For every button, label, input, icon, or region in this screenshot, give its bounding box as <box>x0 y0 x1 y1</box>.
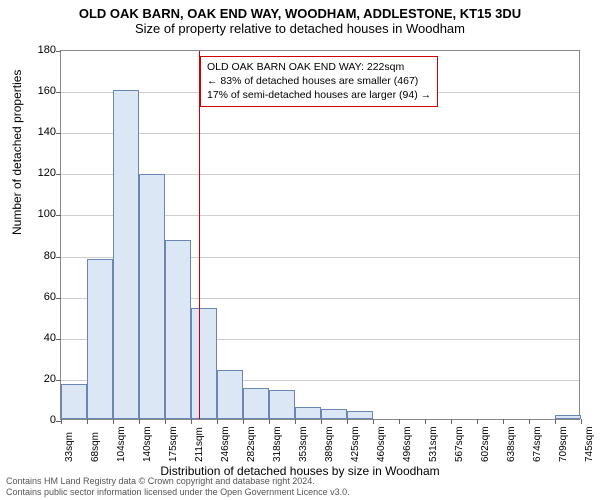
xtick-label: 496sqm <box>402 426 413 462</box>
histogram-bar <box>165 240 191 419</box>
xtick-mark <box>425 419 426 424</box>
xtick-mark <box>477 419 478 424</box>
xtick-mark <box>503 419 504 424</box>
xtick-label: 140sqm <box>142 426 153 462</box>
xtick-mark <box>581 419 582 424</box>
xtick-label: 460sqm <box>376 426 387 462</box>
footer-attribution: Contains HM Land Registry data © Crown c… <box>6 476 350 498</box>
histogram-bar <box>113 90 139 419</box>
xtick-mark <box>451 419 452 424</box>
ytick-label: 40 <box>16 332 56 344</box>
xtick-label: 674sqm <box>532 426 543 462</box>
xtick-label: 745sqm <box>584 426 595 462</box>
footer-line-1: Contains HM Land Registry data © Crown c… <box>6 476 350 487</box>
histogram-bar <box>139 174 165 419</box>
xtick-label: 104sqm <box>116 426 127 462</box>
chart-container: OLD OAK BARN, OAK END WAY, WOODHAM, ADDL… <box>0 0 600 500</box>
xtick-label: 389sqm <box>324 426 335 462</box>
xtick-mark <box>295 419 296 424</box>
xtick-label: 602sqm <box>480 426 491 462</box>
xtick-label: 425sqm <box>350 426 361 462</box>
ytick-label: 100 <box>16 208 56 220</box>
xtick-mark <box>217 419 218 424</box>
ytick-mark <box>56 133 61 134</box>
xtick-label: 531sqm <box>428 426 439 462</box>
ytick-mark <box>56 51 61 52</box>
xtick-mark <box>139 419 140 424</box>
xtick-label: 282sqm <box>246 426 257 462</box>
xtick-mark <box>87 419 88 424</box>
xtick-mark <box>399 419 400 424</box>
histogram-bar <box>61 384 87 419</box>
ytick-label: 20 <box>16 373 56 385</box>
xtick-label: 638sqm <box>506 426 517 462</box>
xtick-mark <box>321 419 322 424</box>
xtick-label: 175sqm <box>168 426 179 462</box>
ytick-mark <box>56 298 61 299</box>
histogram-bar <box>295 407 321 419</box>
xtick-label: 68sqm <box>90 432 101 462</box>
ytick-label: 140 <box>16 126 56 138</box>
annotation-line-2: ← 83% of detached houses are smaller (46… <box>207 74 431 88</box>
histogram-bar <box>269 390 295 419</box>
annotation-line-3: 17% of semi-detached houses are larger (… <box>207 88 431 102</box>
ytick-mark <box>56 339 61 340</box>
histogram-bar <box>191 308 217 419</box>
xtick-mark <box>191 419 192 424</box>
ytick-label: 0 <box>16 414 56 426</box>
xtick-label: 567sqm <box>454 426 465 462</box>
xtick-label: 211sqm <box>194 427 205 462</box>
xtick-mark <box>555 419 556 424</box>
xtick-label: 246sqm <box>220 426 231 462</box>
annotation-line-1: OLD OAK BARN OAK END WAY: 222sqm <box>207 60 431 74</box>
ytick-mark <box>56 174 61 175</box>
annotation-box: OLD OAK BARN OAK END WAY: 222sqm← 83% of… <box>200 56 438 107</box>
xtick-mark <box>113 419 114 424</box>
xtick-mark <box>347 419 348 424</box>
xtick-mark <box>243 419 244 424</box>
histogram-bar <box>347 411 373 419</box>
ytick-label: 160 <box>16 85 56 97</box>
histogram-bar <box>217 370 243 419</box>
ytick-mark <box>56 92 61 93</box>
xtick-mark <box>61 419 62 424</box>
ytick-label: 60 <box>16 291 56 303</box>
xtick-label: 353sqm <box>298 426 309 462</box>
xtick-label: 318sqm <box>272 426 283 462</box>
main-title: OLD OAK BARN, OAK END WAY, WOODHAM, ADDL… <box>0 6 600 21</box>
ytick-label: 120 <box>16 167 56 179</box>
xtick-label: 709sqm <box>558 426 569 462</box>
ytick-label: 180 <box>16 44 56 56</box>
xtick-label: 33sqm <box>64 432 75 462</box>
ytick-label: 80 <box>16 250 56 262</box>
histogram-bar <box>243 388 269 419</box>
ytick-mark <box>56 380 61 381</box>
xtick-mark <box>165 419 166 424</box>
histogram-bar <box>321 409 347 419</box>
xtick-mark <box>373 419 374 424</box>
title-area: OLD OAK BARN, OAK END WAY, WOODHAM, ADDL… <box>0 0 600 36</box>
ytick-mark <box>56 215 61 216</box>
subtitle: Size of property relative to detached ho… <box>0 21 600 36</box>
xtick-mark <box>529 419 530 424</box>
footer-line-2: Contains public sector information licen… <box>6 487 350 498</box>
xtick-mark <box>269 419 270 424</box>
histogram-bar <box>87 259 113 419</box>
ytick-mark <box>56 257 61 258</box>
histogram-bar <box>555 415 581 419</box>
